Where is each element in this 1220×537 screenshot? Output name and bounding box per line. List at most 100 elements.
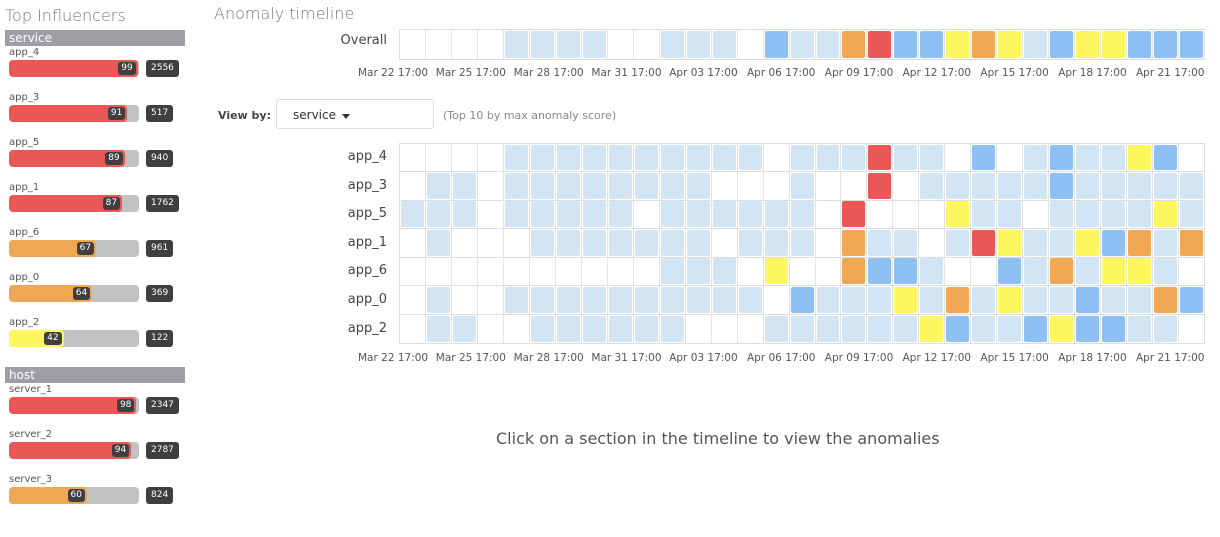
- timeline-cell[interactable]: [582, 257, 608, 286]
- timeline-cell[interactable]: [790, 314, 816, 343]
- timeline-cell[interactable]: [556, 257, 582, 286]
- timeline-cell[interactable]: [867, 314, 894, 343]
- timeline-cell[interactable]: [1127, 257, 1154, 286]
- timeline-cell[interactable]: [790, 228, 816, 257]
- timeline-cell[interactable]: [841, 171, 868, 200]
- timeline-cell[interactable]: [634, 286, 660, 314]
- timeline-cell[interactable]: [945, 30, 972, 59]
- timeline-cell[interactable]: [997, 171, 1024, 200]
- timeline-cell[interactable]: [919, 314, 946, 343]
- timeline-cell[interactable]: [530, 314, 556, 343]
- timeline-cell[interactable]: [1075, 314, 1102, 343]
- influencer-item[interactable]: app_5 89 940: [5, 136, 185, 181]
- timeline-cell[interactable]: [1127, 200, 1154, 229]
- timeline-cell[interactable]: [504, 286, 530, 314]
- timeline-cell[interactable]: [1153, 30, 1180, 59]
- timeline-cell[interactable]: [816, 314, 842, 343]
- timeline-cell[interactable]: [1049, 314, 1076, 343]
- timeline-cell[interactable]: [867, 30, 894, 59]
- timeline-cell[interactable]: [660, 30, 686, 59]
- timeline-cell[interactable]: [1179, 286, 1204, 314]
- timeline-cell[interactable]: [997, 314, 1024, 343]
- swimlane-row[interactable]: [399, 257, 1205, 287]
- timeline-cell[interactable]: [764, 171, 790, 200]
- timeline-cell[interactable]: [919, 30, 946, 59]
- timeline-cell[interactable]: [1049, 257, 1076, 286]
- timeline-cell[interactable]: [790, 286, 816, 314]
- timeline-cell[interactable]: [867, 286, 894, 314]
- timeline-cell[interactable]: [452, 286, 478, 314]
- timeline-cell[interactable]: [660, 257, 686, 286]
- timeline-cell[interactable]: [738, 200, 764, 229]
- timeline-cell[interactable]: [764, 30, 790, 59]
- timeline-cell[interactable]: [997, 200, 1024, 229]
- timeline-cell[interactable]: [764, 200, 790, 229]
- timeline-cell[interactable]: [504, 314, 530, 343]
- timeline-cell[interactable]: [738, 144, 764, 171]
- timeline-cell[interactable]: [790, 171, 816, 200]
- timeline-cell[interactable]: [556, 228, 582, 257]
- timeline-cell[interactable]: [841, 314, 868, 343]
- timeline-cell[interactable]: [634, 314, 660, 343]
- timeline-cell[interactable]: [530, 228, 556, 257]
- timeline-cell[interactable]: [893, 228, 920, 257]
- timeline-cell[interactable]: [816, 144, 842, 171]
- timeline-cell[interactable]: [686, 144, 712, 171]
- timeline-cell[interactable]: [504, 257, 530, 286]
- timeline-cell[interactable]: [1023, 30, 1050, 59]
- timeline-cell[interactable]: [1049, 286, 1076, 314]
- timeline-cell[interactable]: [478, 314, 504, 343]
- timeline-cell[interactable]: [841, 144, 868, 171]
- timeline-cell[interactable]: [686, 30, 712, 59]
- timeline-cell[interactable]: [1075, 30, 1102, 59]
- timeline-cell[interactable]: [608, 314, 634, 343]
- timeline-cell[interactable]: [504, 228, 530, 257]
- timeline-cell[interactable]: [556, 30, 582, 59]
- timeline-cell[interactable]: [945, 228, 972, 257]
- timeline-cell[interactable]: [504, 144, 530, 171]
- timeline-cell[interactable]: [452, 314, 478, 343]
- timeline-cell[interactable]: [997, 30, 1024, 59]
- timeline-cell[interactable]: [764, 257, 790, 286]
- timeline-cell[interactable]: [841, 200, 868, 229]
- timeline-cell[interactable]: [712, 144, 738, 171]
- swimlane-row[interactable]: [399, 286, 1205, 315]
- timeline-cell[interactable]: [608, 257, 634, 286]
- timeline-cell[interactable]: [400, 171, 426, 200]
- timeline-cell[interactable]: [712, 314, 738, 343]
- timeline-cell[interactable]: [1049, 144, 1076, 171]
- timeline-cell[interactable]: [1153, 257, 1180, 286]
- swimlane-row[interactable]: [399, 200, 1205, 230]
- timeline-cell[interactable]: [1075, 257, 1102, 286]
- influencer-item[interactable]: server_2 94 2787: [5, 428, 185, 473]
- timeline-cell[interactable]: [582, 200, 608, 229]
- timeline-cell[interactable]: [426, 144, 452, 171]
- timeline-cell[interactable]: [634, 228, 660, 257]
- timeline-cell[interactable]: [1023, 314, 1050, 343]
- timeline-cell[interactable]: [816, 171, 842, 200]
- timeline-cell[interactable]: [556, 286, 582, 314]
- timeline-cell[interactable]: [738, 228, 764, 257]
- timeline-cell[interactable]: [1101, 257, 1128, 286]
- timeline-cell[interactable]: [997, 144, 1024, 171]
- timeline-cell[interactable]: [608, 144, 634, 171]
- timeline-cell[interactable]: [971, 171, 998, 200]
- timeline-cell[interactable]: [1023, 171, 1050, 200]
- timeline-cell[interactable]: [945, 171, 972, 200]
- timeline-cell[interactable]: [660, 314, 686, 343]
- timeline-cell[interactable]: [893, 314, 920, 343]
- timeline-cell[interactable]: [400, 200, 426, 229]
- timeline-cell[interactable]: [582, 228, 608, 257]
- influencer-item[interactable]: app_4 99 2556: [5, 46, 185, 91]
- timeline-cell[interactable]: [1101, 314, 1128, 343]
- timeline-cell[interactable]: [1075, 228, 1102, 257]
- timeline-cell[interactable]: [712, 30, 738, 59]
- timeline-cell[interactable]: [919, 144, 946, 171]
- timeline-cell[interactable]: [1023, 144, 1050, 171]
- timeline-cell[interactable]: [738, 171, 764, 200]
- timeline-cell[interactable]: [530, 144, 556, 171]
- timeline-cell[interactable]: [608, 286, 634, 314]
- timeline-cell[interactable]: [634, 30, 660, 59]
- timeline-cell[interactable]: [660, 144, 686, 171]
- timeline-cell[interactable]: [1023, 200, 1050, 229]
